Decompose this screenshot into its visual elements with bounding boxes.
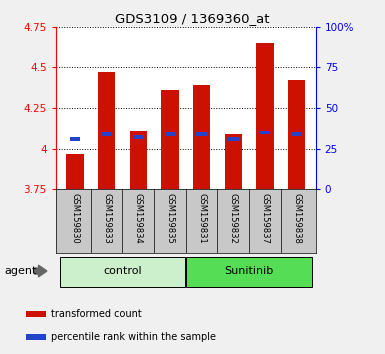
Text: agent: agent (5, 266, 37, 276)
Bar (288, 80, 305, 189)
Bar (129, 131, 147, 189)
Bar (70, 137, 80, 141)
Text: GSM159835: GSM159835 (166, 193, 174, 243)
Bar (196, 132, 207, 136)
Text: GSM159832: GSM159832 (229, 193, 238, 243)
Bar (26, 334, 46, 339)
Bar (60, 257, 185, 287)
Bar (26, 311, 46, 316)
FancyArrow shape (35, 265, 47, 277)
Bar (98, 72, 115, 189)
Bar (291, 132, 302, 136)
Text: control: control (103, 266, 142, 276)
Bar (256, 43, 274, 189)
Text: GSM159830: GSM159830 (70, 193, 79, 243)
Text: GSM159834: GSM159834 (134, 193, 143, 243)
Bar (165, 132, 175, 136)
Text: percentile rank within the sample: percentile rank within the sample (51, 332, 216, 342)
Text: GSM159831: GSM159831 (197, 193, 206, 243)
Text: GDS3109 / 1369360_at: GDS3109 / 1369360_at (115, 12, 270, 25)
Bar (193, 85, 210, 189)
Bar (66, 154, 84, 189)
Bar (224, 134, 242, 189)
Bar (133, 136, 144, 139)
Text: transformed count: transformed count (51, 309, 142, 319)
Bar (161, 90, 179, 189)
Text: GSM159837: GSM159837 (261, 193, 270, 244)
Bar (101, 132, 112, 136)
Bar (186, 257, 312, 287)
Bar (228, 137, 239, 141)
Bar (260, 131, 270, 134)
Text: GSM159838: GSM159838 (292, 193, 301, 244)
Text: Sunitinib: Sunitinib (224, 266, 274, 276)
Text: GSM159833: GSM159833 (102, 193, 111, 244)
